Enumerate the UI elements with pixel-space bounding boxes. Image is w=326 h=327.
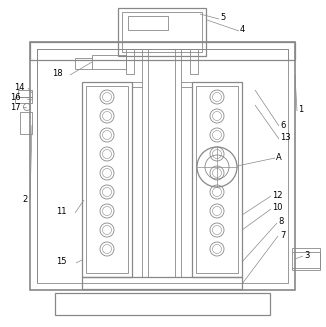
Bar (126, 56, 134, 74)
Text: A: A (276, 152, 282, 162)
Bar (190, 56, 198, 74)
Bar (37, 49, 288, 283)
Bar (15, 97, 32, 103)
Text: 4: 4 (240, 26, 245, 35)
Bar (20, 112, 32, 134)
Text: 18: 18 (52, 70, 63, 78)
Bar (82, 277, 242, 289)
Bar (18, 90, 32, 97)
Bar (196, 86, 238, 273)
Bar (122, 12, 202, 52)
Bar (128, 16, 168, 30)
Bar (92, 55, 126, 69)
Text: 1: 1 (298, 106, 303, 114)
Bar (37, 49, 288, 60)
Text: 2: 2 (22, 196, 27, 204)
Bar (30, 42, 295, 290)
Text: 15: 15 (56, 257, 67, 267)
Bar (192, 82, 242, 277)
Bar (292, 248, 320, 270)
Text: 3: 3 (304, 250, 309, 260)
Text: 7: 7 (280, 231, 285, 239)
Bar (118, 8, 206, 56)
Text: 17: 17 (10, 104, 21, 112)
Text: 10: 10 (272, 203, 283, 213)
Text: 11: 11 (56, 208, 67, 216)
Text: 5: 5 (220, 13, 225, 23)
Text: 16: 16 (10, 94, 21, 102)
Text: 12: 12 (272, 191, 283, 199)
Text: 14: 14 (14, 82, 24, 92)
Bar (30, 42, 295, 60)
Bar (82, 82, 132, 277)
Text: 8: 8 (278, 217, 283, 227)
Bar (86, 86, 128, 273)
Bar (55, 293, 270, 315)
Text: 13: 13 (280, 133, 290, 143)
Text: 6: 6 (280, 121, 285, 129)
